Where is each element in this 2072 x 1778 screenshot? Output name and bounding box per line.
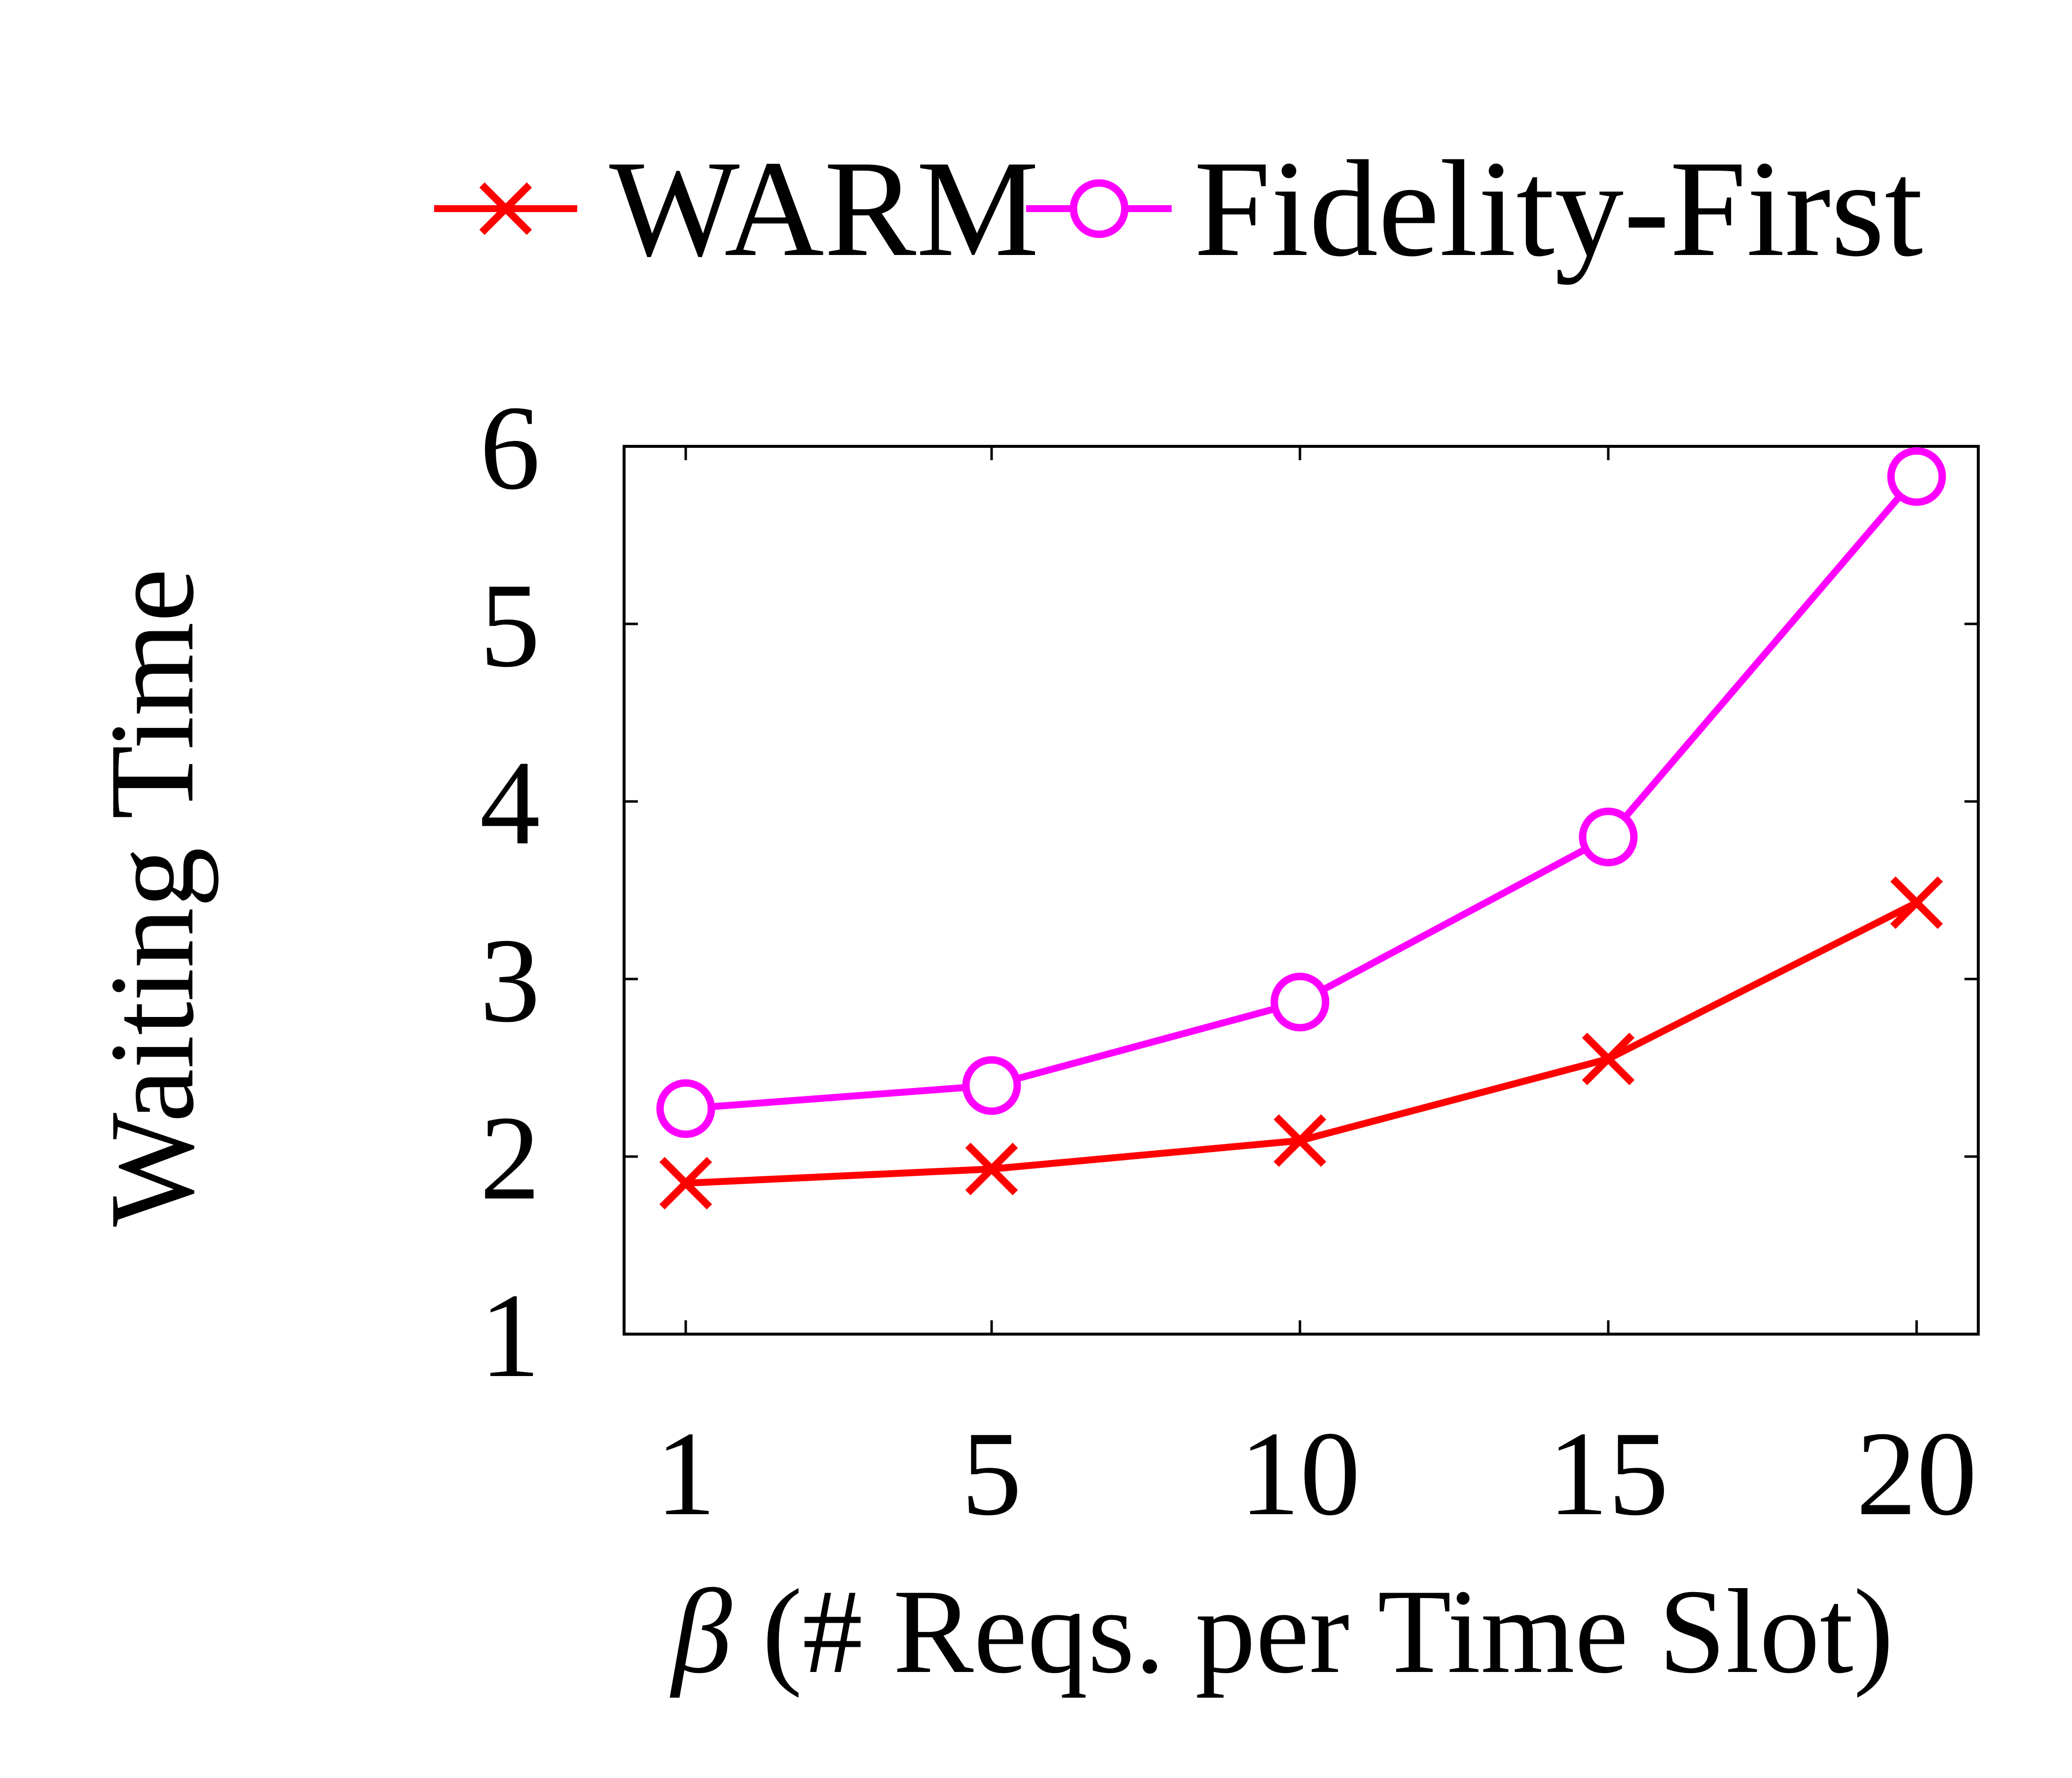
legend-label-warm: WARM — [609, 132, 1039, 285]
series-layer — [656, 447, 1946, 1210]
x-axis-label-symbol: β — [670, 1564, 732, 1698]
y-axis-label: Waiting Time — [85, 569, 219, 1227]
x-tick-label: 10 — [1240, 1407, 1361, 1540]
data-point-fidelity-first — [1270, 973, 1330, 1032]
data-point-warm — [1890, 876, 1943, 929]
data-point-warm-stroke-b — [1582, 1032, 1635, 1086]
data-point-warm — [1582, 1032, 1635, 1086]
x-tick-label: 15 — [1548, 1407, 1669, 1540]
data-point-warm-stroke-b — [965, 1142, 1018, 1196]
y-tick-label: 5 — [480, 558, 541, 692]
x-tick-label: 5 — [962, 1407, 1022, 1540]
y-tick-label: 3 — [480, 913, 541, 1047]
x-axis-label-text: (# Reqs. per Time Slot) — [732, 1564, 1894, 1698]
data-point-warm — [1273, 1114, 1327, 1167]
legend-marker-x — [479, 182, 532, 235]
data-point-fidelity-first — [1887, 447, 1946, 506]
data-point-warm — [659, 1157, 712, 1210]
data-point-fidelity-first — [1579, 807, 1638, 867]
axis-ticks — [624, 445, 1978, 1336]
legend-label-fidelity-first: Fidelity-First — [1194, 132, 1924, 285]
legend-marker-x-stroke-b — [479, 182, 532, 235]
y-tick-label: 2 — [480, 1091, 541, 1225]
x-tick-label: 1 — [656, 1407, 716, 1540]
data-point-fidelity-first — [962, 1056, 1021, 1115]
x-tick-label: 20 — [1856, 1407, 1977, 1540]
data-point-warm-stroke-b — [1890, 876, 1943, 929]
data-point-warm-stroke-b — [1273, 1114, 1327, 1167]
legend-marker-circle — [1070, 179, 1129, 238]
legend: WARM Fidelity-First — [434, 132, 1924, 285]
x-axis-label: β (# Reqs. per Time Slot) — [670, 1564, 1894, 1698]
legend-marker-x-warm — [479, 182, 532, 235]
series-warm — [659, 876, 1943, 1210]
plot-area-frame — [623, 445, 1980, 1336]
data-point-fidelity-first — [656, 1079, 715, 1138]
legend-marker-circle-fidelity-first — [1070, 179, 1129, 238]
series-fidelity-first — [656, 447, 1946, 1138]
data-point-warm — [965, 1142, 1018, 1196]
y-tick-label: 4 — [480, 736, 541, 870]
data-point-warm-stroke-b — [659, 1157, 712, 1210]
y-tick-label: 1 — [480, 1269, 541, 1402]
y-tick-label: 6 — [480, 381, 541, 514]
